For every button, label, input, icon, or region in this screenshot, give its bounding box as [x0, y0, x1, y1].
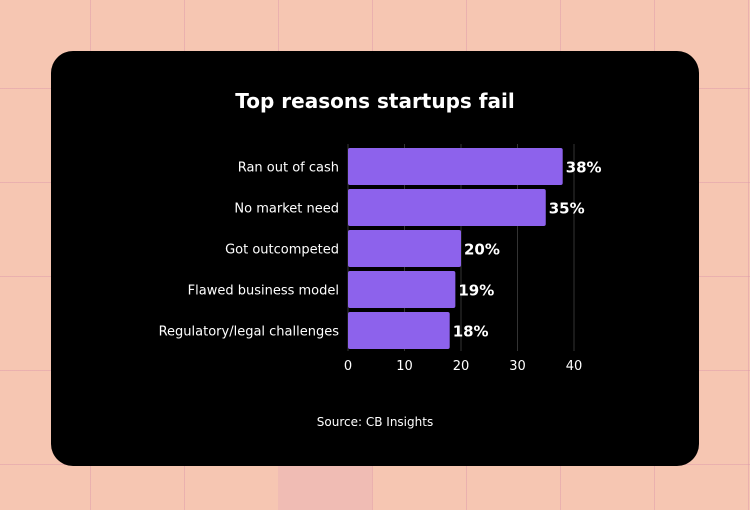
category-label: No market need: [234, 202, 339, 217]
data-label: 38%: [566, 159, 602, 177]
x-tick-label: 0: [344, 359, 352, 374]
bar: [348, 312, 450, 349]
x-tick-label: 20: [453, 359, 470, 374]
chart-card: Top reasons startups fail 0 10 20 30 40 Ran o…: [51, 51, 699, 466]
x-tick-label: 10: [396, 359, 413, 374]
bar: [348, 189, 546, 226]
bar: [348, 148, 563, 185]
chart-source: Source: CB Insights: [316, 415, 434, 429]
category-label: Ran out of cash: [238, 161, 339, 176]
bar: [348, 271, 456, 308]
category-label: Flawed business model: [188, 284, 339, 299]
x-tick-label: 40: [566, 359, 583, 374]
chart-title: Top reasons startups fail: [235, 89, 515, 113]
bar: [348, 230, 461, 267]
data-label: 19%: [458, 282, 494, 300]
category-label: Got outcompeted: [225, 243, 339, 258]
data-label: 35%: [549, 200, 585, 218]
background-tile: [278, 466, 372, 510]
bar-chart: 0 10 20 30 40 Ran out of cash 38% No market nee…: [159, 144, 602, 374]
category-label: Regulatory/legal challenges: [159, 325, 340, 340]
x-tick-label: 30: [509, 359, 526, 374]
data-label: 18%: [453, 323, 489, 341]
data-label: 20%: [464, 241, 500, 259]
